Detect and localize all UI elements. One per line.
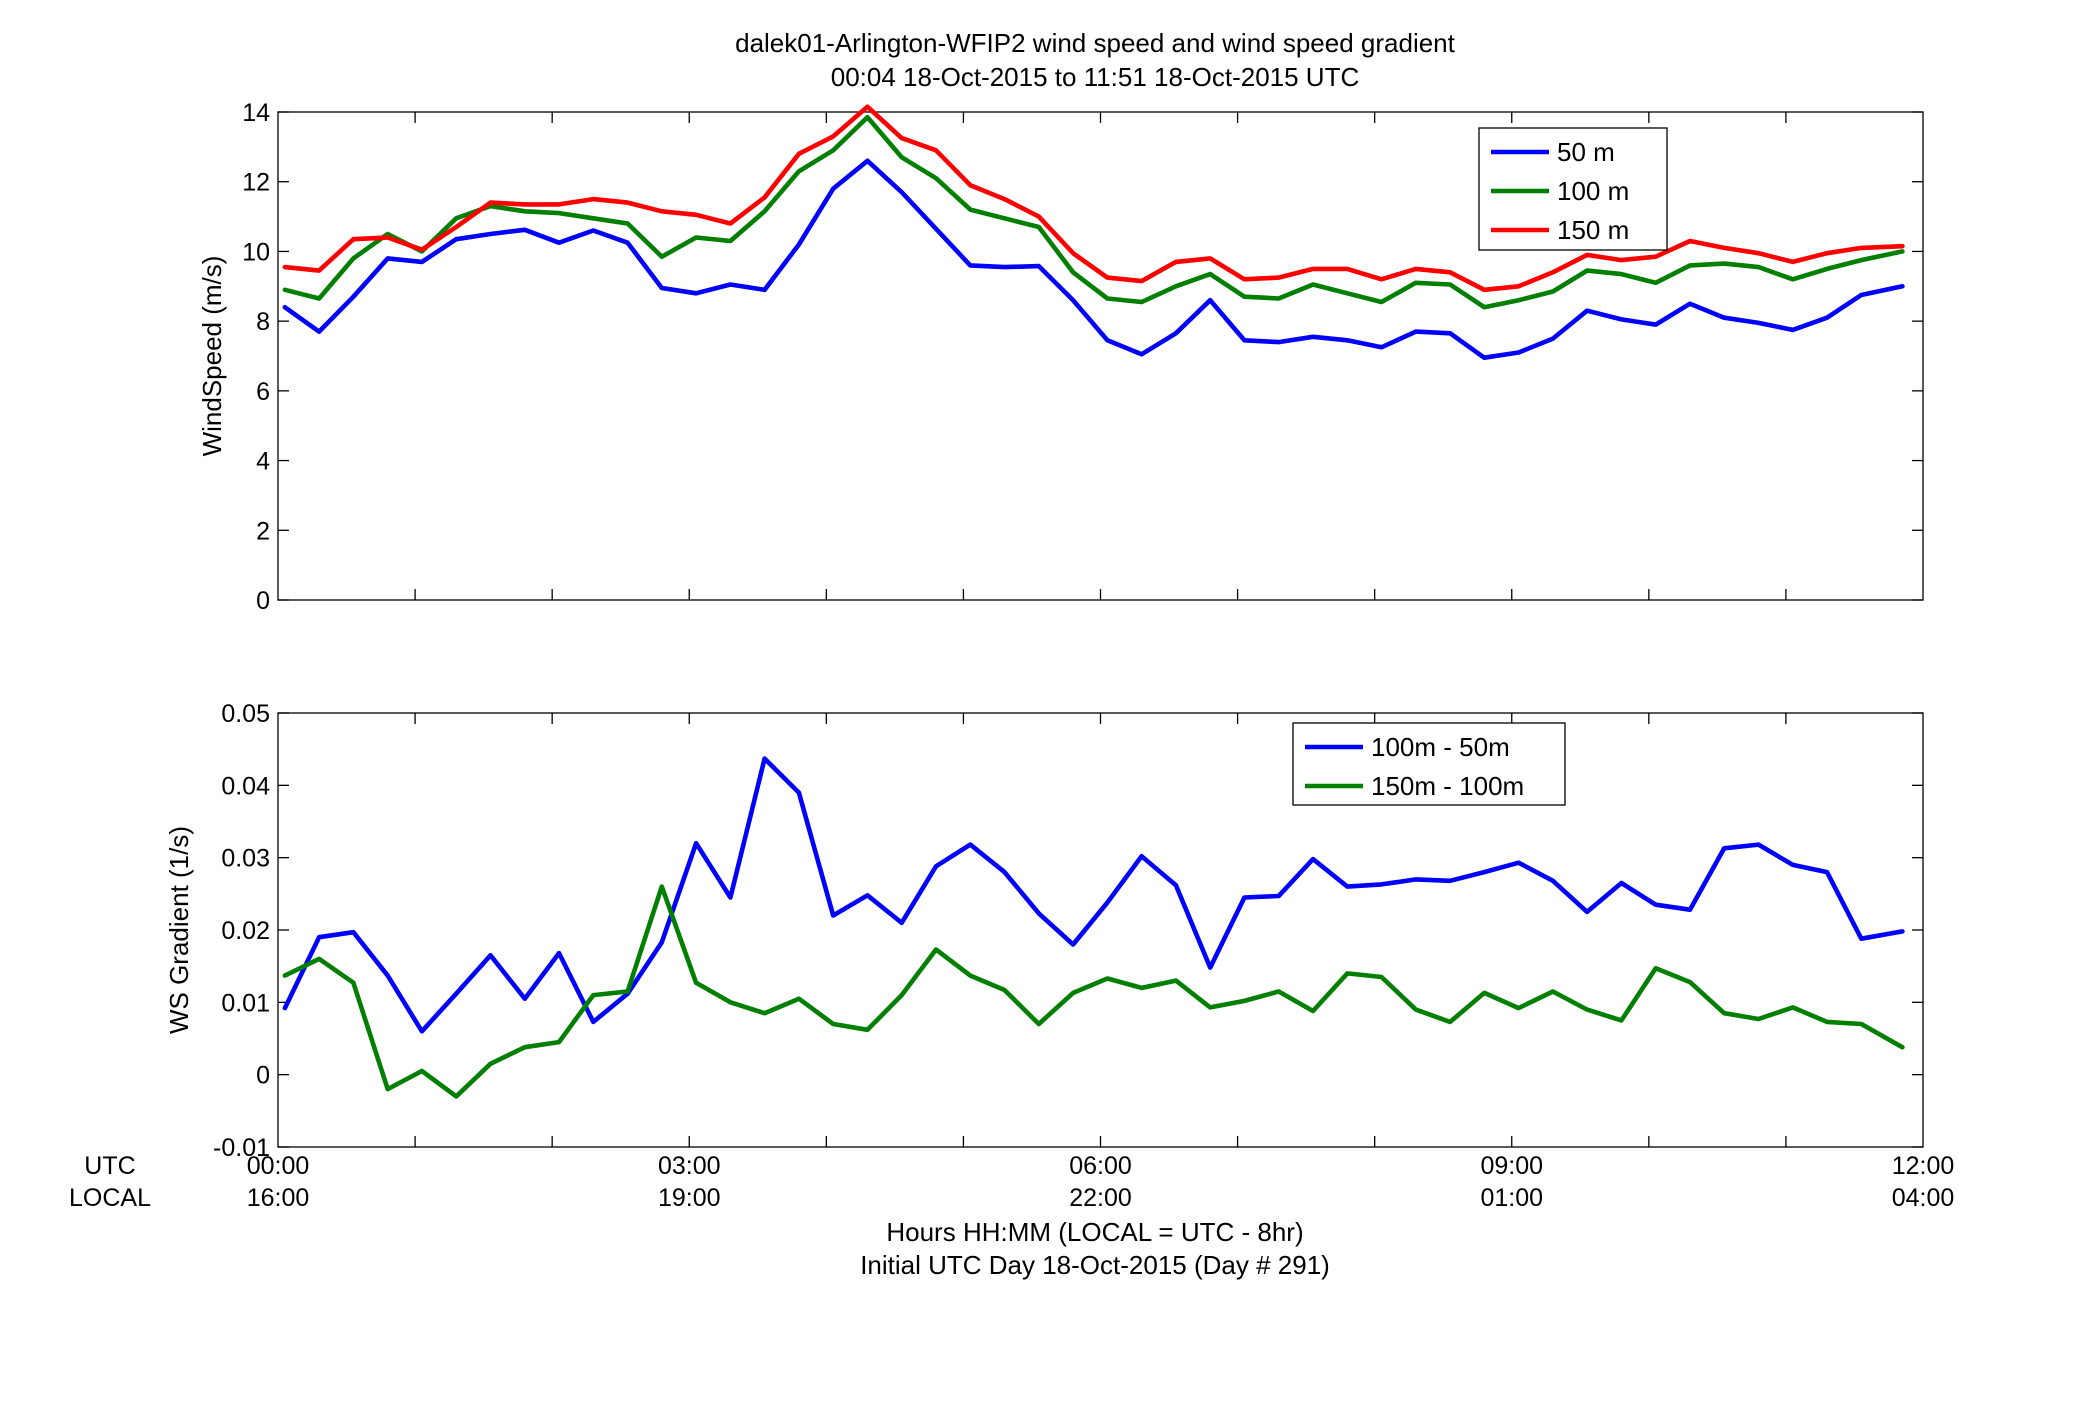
- utc-tick-labels: 00:00 03:00 06:00 09:00 12:00: [247, 1152, 1955, 1180]
- y-tick-label: 0.02: [221, 917, 270, 945]
- y-tick-label: 2: [256, 517, 270, 545]
- x-tick-label-utc: 12:00: [1892, 1152, 1955, 1180]
- x-tick-label-local: 19:00: [658, 1184, 721, 1212]
- local-row-label: LOCAL: [69, 1184, 151, 1212]
- x-tick-label-local: 16:00: [247, 1184, 310, 1212]
- series-line-100m-50m: [282, 756, 1905, 1034]
- y-tick-label: 0: [256, 587, 270, 615]
- series-line-50-m: [282, 158, 1905, 361]
- legend-box: [1292, 722, 1566, 806]
- wind-speed-panel: 0 2 4 6 8 10 12 14 WindSpeed (m/s) 50 m 100 m 150 m: [197, 99, 1924, 615]
- y-tick-label: 14: [242, 99, 270, 127]
- y-tick-label: 0.03: [221, 845, 270, 873]
- plot-area-frame: [277, 111, 1924, 601]
- legend: 100m - 50m 150m - 100m: [1292, 722, 1566, 806]
- x-tick-label-local: 22:00: [1069, 1184, 1132, 1212]
- x-tick-label-local: 01:00: [1480, 1184, 1543, 1212]
- series-line-150m-100m: [282, 884, 1905, 1099]
- legend: 50 m 100 m 150 m: [1478, 127, 1668, 251]
- plot-area-frame: [277, 712, 1924, 1148]
- y-tick-label: 4: [256, 448, 270, 476]
- y-tick-label: 0: [256, 1062, 270, 1090]
- y-tick-label: 0.01: [221, 989, 270, 1017]
- y-tick-label: 0.04: [221, 772, 270, 800]
- x-tick-label-utc: 09:00: [1480, 1152, 1543, 1180]
- x-tick-label-utc: 00:00: [247, 1152, 310, 1180]
- legend-entry-label: 150 m: [1557, 215, 1629, 245]
- chart-title-line2: 00:04 18-Oct-2015 to 11:51 18-Oct-2015 U…: [831, 62, 1359, 92]
- x-axis-label-line2: Initial UTC Day 18-Oct-2015 (Day # 291): [860, 1250, 1330, 1280]
- legend-entry-label: 50 m: [1557, 137, 1615, 167]
- x-tick-label-utc: 03:00: [658, 1152, 721, 1180]
- legend-entry-label: 100 m: [1557, 176, 1629, 206]
- y-tick-label: 12: [242, 169, 270, 197]
- x-tick-label-utc: 06:00: [1069, 1152, 1132, 1180]
- y-tick-label: 0.05: [221, 700, 270, 728]
- utc-row-label: UTC: [84, 1152, 135, 1180]
- chart-title-line1: dalek01-Arlington-WFIP2 wind speed and w…: [735, 28, 1456, 58]
- y-tick-label: 10: [242, 238, 270, 266]
- x-axis-label-line1: Hours HH:MM (LOCAL = UTC - 8hr): [886, 1217, 1303, 1247]
- wind-gradient-panel: -0.01 0 0.01 0.02 0.03 0.04 0.05 WS Gradient (1…: [164, 700, 1924, 1162]
- series-line-100-m: [282, 114, 1905, 310]
- y-tick-label: 6: [256, 378, 270, 406]
- y-tick-label: 8: [256, 308, 270, 336]
- series-line-150-m: [282, 104, 1905, 293]
- y-axis-label: WindSpeed (m/s): [197, 256, 227, 457]
- legend-entry-label: 100m - 50m: [1371, 732, 1510, 762]
- y-tick-label: -0.01: [213, 1134, 270, 1162]
- legend-entry-label: 150m - 100m: [1371, 771, 1524, 801]
- y-axis-label: WS Gradient (1/s): [164, 826, 194, 1034]
- x-tick-label-local: 04:00: [1892, 1184, 1955, 1212]
- local-tick-labels: 16:00 19:00 22:00 01:00 04:00: [247, 1184, 1955, 1212]
